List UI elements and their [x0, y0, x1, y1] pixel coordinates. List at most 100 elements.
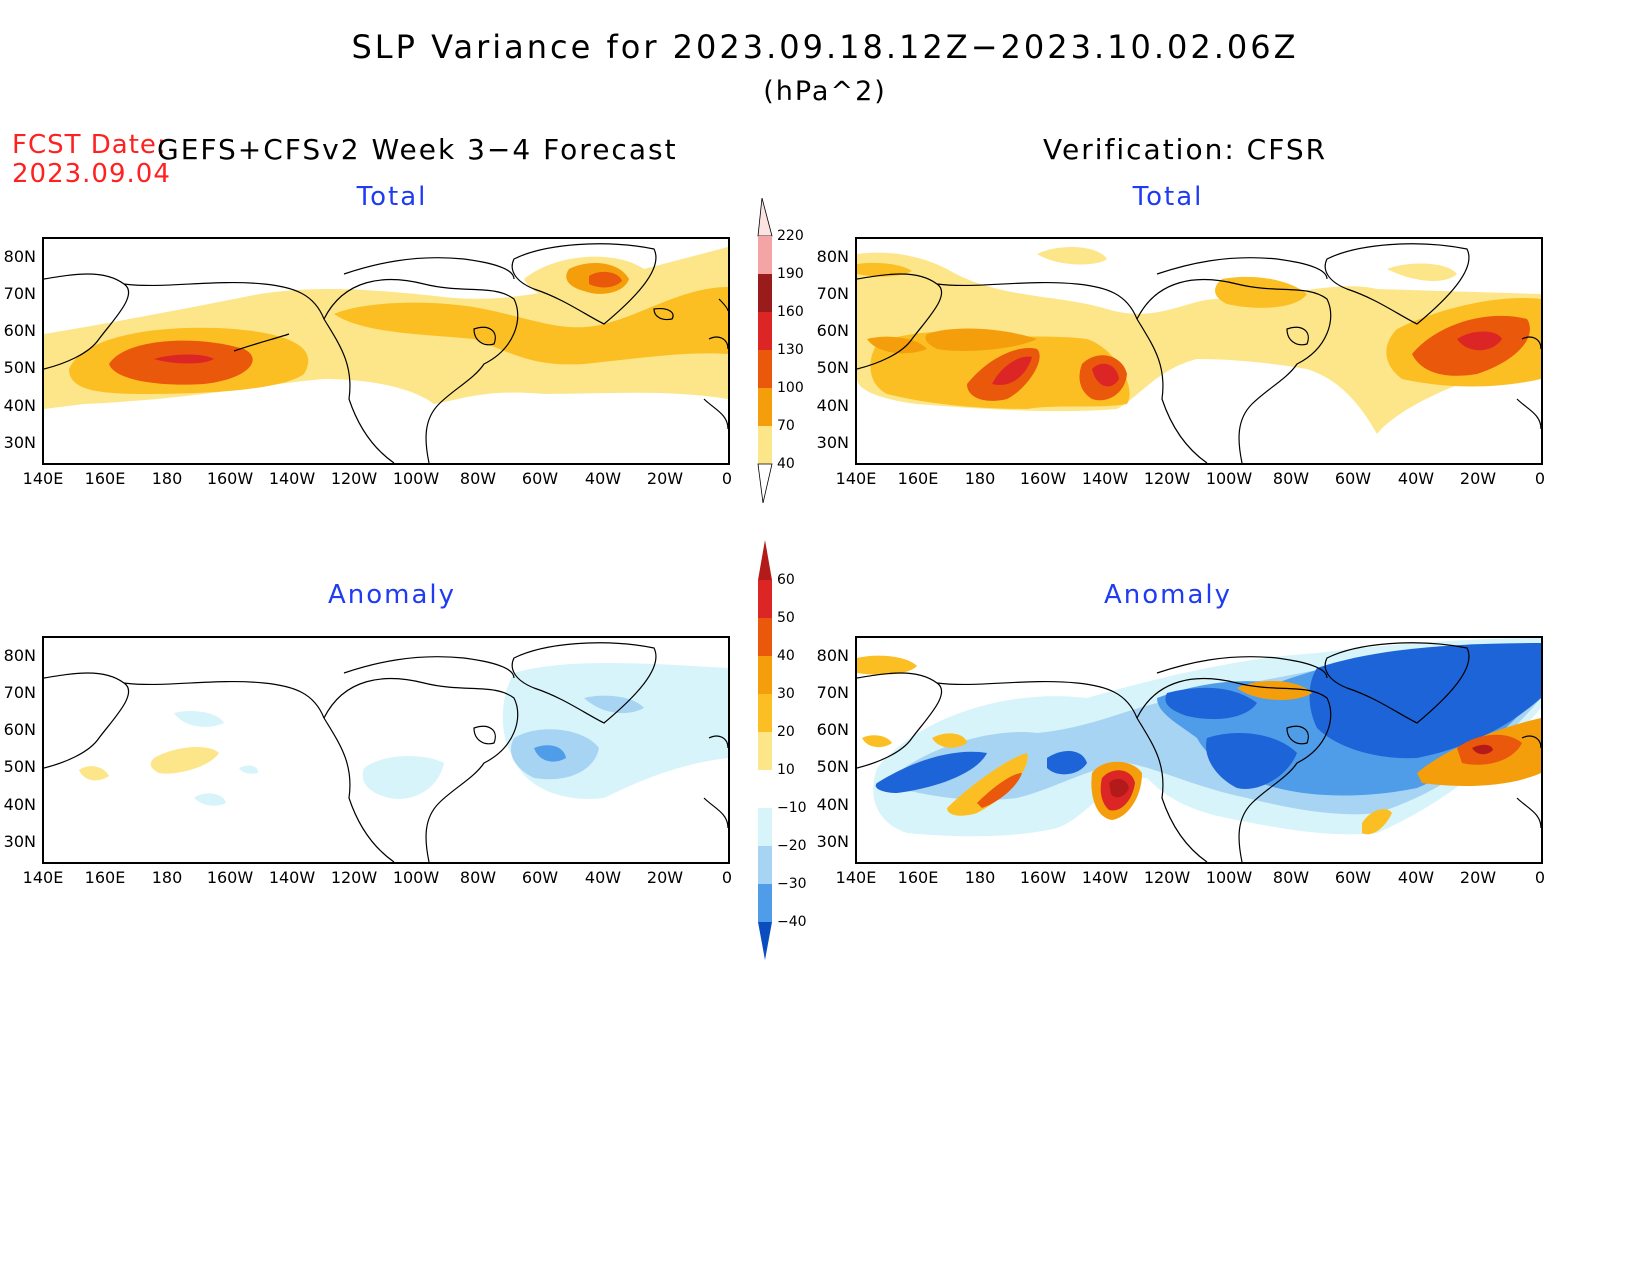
anomaly-colorbar: 60 50 40 30 20 10 −10 −20 −30 −40: [755, 540, 815, 960]
lat-label: 80N: [816, 646, 849, 665]
lon-label: 140W: [268, 868, 316, 887]
anomaly-colorbar-swatches: [758, 540, 772, 960]
lat-label: 30N: [3, 433, 36, 452]
lon-label: 60W: [1334, 469, 1372, 488]
left-header: GEFS+CFSv2 Week 3−4 Forecast: [157, 133, 678, 166]
lon-label: 120W: [330, 868, 378, 887]
ver-total-title: Total: [1132, 182, 1204, 212]
lon-label: 140E: [22, 469, 64, 488]
anomaly-colorbar-tick: −20: [777, 838, 807, 854]
lat-label: 40N: [3, 396, 36, 415]
lon-label: 140W: [268, 469, 316, 488]
lon-label: 180: [964, 868, 996, 887]
lat-label: 80N: [3, 247, 36, 266]
lon-label: 160W: [206, 469, 254, 488]
lat-label: 50N: [3, 757, 36, 776]
total-colorbar-tick: 190: [777, 266, 804, 282]
figure-title: SLP Variance for 2023.09.18.12Z−2023.10.…: [351, 28, 1299, 66]
lon-label: 80W: [1272, 868, 1310, 887]
lon-label: 160E: [897, 868, 939, 887]
lat-label: 60N: [816, 720, 849, 739]
lon-label: 120W: [1143, 469, 1191, 488]
lon-label: 160E: [84, 469, 126, 488]
lat-label: 30N: [3, 832, 36, 851]
lon-label: 20W: [1459, 469, 1497, 488]
fc-total-title: Total: [356, 182, 428, 212]
lon-label: 20W: [1459, 868, 1497, 887]
total-colorbar: 220 190 160 130 100 70 40: [755, 198, 815, 503]
lat-label: 40N: [3, 795, 36, 814]
total-colorbar-tick: 100: [777, 380, 804, 396]
lon-label: 60W: [521, 868, 559, 887]
fc-total-map: [42, 237, 730, 465]
lon-label: 80W: [459, 469, 497, 488]
lon-label: 100W: [392, 868, 440, 887]
lat-label: 50N: [816, 757, 849, 776]
lon-label: 20W: [646, 469, 684, 488]
anomaly-colorbar-tick: 30: [777, 686, 795, 702]
lon-label: 160E: [897, 469, 939, 488]
lon-label: 140E: [835, 469, 877, 488]
lon-label: 180: [151, 469, 183, 488]
lon-label: 80W: [1272, 469, 1310, 488]
lon-label: 140E: [835, 868, 877, 887]
fcst-date: 2023.09.04: [12, 159, 171, 189]
lon-label: 100W: [392, 469, 440, 488]
lon-label: 20W: [646, 868, 684, 887]
lon-label: 60W: [521, 469, 559, 488]
lon-label: 100W: [1205, 868, 1253, 887]
fcst-label: FCST Date:: [12, 130, 167, 160]
anomaly-colorbar-tick: 50: [777, 610, 795, 626]
lon-label: 120W: [1143, 868, 1191, 887]
lon-label: 160E: [84, 868, 126, 887]
lon-label: 40W: [1397, 469, 1435, 488]
lon-label: 40W: [584, 868, 622, 887]
lon-label: 180: [964, 469, 996, 488]
anomaly-colorbar-tick: −10: [777, 800, 807, 816]
lat-label: 40N: [816, 396, 849, 415]
lon-label: 60W: [1334, 868, 1372, 887]
anomaly-colorbar-tick: −40: [777, 914, 807, 930]
lon-label: 0: [1534, 469, 1546, 488]
units-label: (hPa^2): [763, 76, 887, 107]
lon-label: 180: [151, 868, 183, 887]
lat-label: 30N: [816, 433, 849, 452]
anomaly-colorbar-tick: 10: [777, 762, 795, 778]
lon-label: 0: [1534, 868, 1546, 887]
total-colorbar-tick: 40: [777, 456, 795, 472]
lat-label: 60N: [816, 321, 849, 340]
lon-label: 80W: [459, 868, 497, 887]
anomaly-colorbar-tick: 40: [777, 648, 795, 664]
total-colorbar-tick: 130: [777, 342, 804, 358]
total-colorbar-tick: 220: [777, 228, 804, 244]
lat-label: 80N: [3, 646, 36, 665]
lat-label: 40N: [816, 795, 849, 814]
lat-label: 70N: [816, 284, 849, 303]
lon-label: 40W: [584, 469, 622, 488]
lat-label: 70N: [816, 683, 849, 702]
lat-label: 30N: [816, 832, 849, 851]
fc-anomaly-title: Anomaly: [327, 580, 457, 610]
total-colorbar-tick: 70: [777, 418, 795, 434]
anomaly-colorbar-tick: 20: [777, 724, 795, 740]
lat-label: 70N: [3, 683, 36, 702]
lon-label: 160W: [1019, 469, 1067, 488]
lat-label: 60N: [3, 720, 36, 739]
lon-label: 140E: [22, 868, 64, 887]
lon-label: 160W: [1019, 868, 1067, 887]
total-colorbar-swatches: [757, 198, 773, 503]
anomaly-colorbar-tick: −30: [777, 876, 807, 892]
lon-label: 140W: [1081, 868, 1129, 887]
lat-label: 80N: [816, 247, 849, 266]
lon-label: 40W: [1397, 868, 1435, 887]
lon-label: 160W: [206, 868, 254, 887]
right-header: Verification: CFSR: [1043, 133, 1328, 166]
ver-anomaly-title: Anomaly: [1103, 580, 1233, 610]
lon-label: 0: [721, 469, 733, 488]
ver-anomaly-map: [855, 636, 1543, 864]
lat-label: 70N: [3, 284, 36, 303]
lon-label: 0: [721, 868, 733, 887]
lon-label: 100W: [1205, 469, 1253, 488]
lon-label: 120W: [330, 469, 378, 488]
fc-anomaly-map: [42, 636, 730, 864]
